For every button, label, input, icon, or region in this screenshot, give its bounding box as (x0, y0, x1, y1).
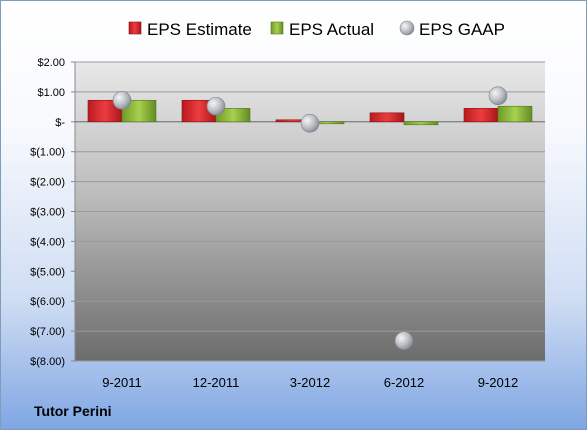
x-category-label: 3-2012 (290, 375, 330, 390)
x-category-label: 9-2011 (102, 375, 142, 390)
y-tick-label: $1.00 (37, 87, 65, 99)
legend-label: EPS GAAP (419, 20, 505, 39)
legend-swatch (270, 21, 284, 35)
y-tick-label: $(3.00) (30, 207, 65, 219)
point-eps-gaap (488, 86, 508, 106)
y-tick-label: $- (55, 117, 65, 129)
gaap-points (112, 86, 508, 350)
x-axis-labels: 9-2011 12-2011 3-2012 6-2012 9-2012 (102, 375, 518, 390)
y-tick-label: $(7.00) (30, 326, 65, 338)
point-eps-gaap (206, 96, 226, 116)
legend-swatch (399, 20, 415, 36)
bar-eps-actual (403, 121, 439, 126)
y-tick-label: $(1.00) (30, 147, 65, 159)
legend-label: EPS Actual (289, 20, 374, 39)
y-axis-ticks: $2.00 $1.00 $- $(1.00) $(2.00) $(3.00) $(4.00)… (30, 57, 65, 368)
legend-swatch (128, 21, 142, 35)
x-category-label: 9-2012 (478, 375, 518, 390)
y-tick-label: $2.00 (37, 57, 65, 69)
x-category-label: 12-2011 (193, 375, 240, 390)
y-tick-label: $(4.00) (30, 236, 65, 248)
point-eps-gaap (300, 113, 320, 133)
legend: EPS Estimate EPS Actual EPS GAAP (128, 20, 505, 39)
legend-label: EPS Estimate (147, 20, 252, 39)
company-name: Tutor Perini (34, 403, 112, 419)
point-eps-gaap (112, 90, 132, 110)
x-category-label: 6-2012 (384, 375, 424, 390)
bar-eps-actual (497, 105, 533, 123)
y-tick-label: $(2.00) (30, 177, 65, 189)
bar-eps-estimate (369, 112, 405, 123)
y-tick-label: $(5.00) (30, 266, 65, 278)
bar-eps-estimate (463, 108, 499, 123)
point-eps-gaap (394, 331, 414, 350)
y-tick-label: $(8.00) (30, 356, 65, 368)
y-tick-label: $(6.00) (30, 296, 65, 308)
bar-eps-actual (121, 99, 157, 123)
